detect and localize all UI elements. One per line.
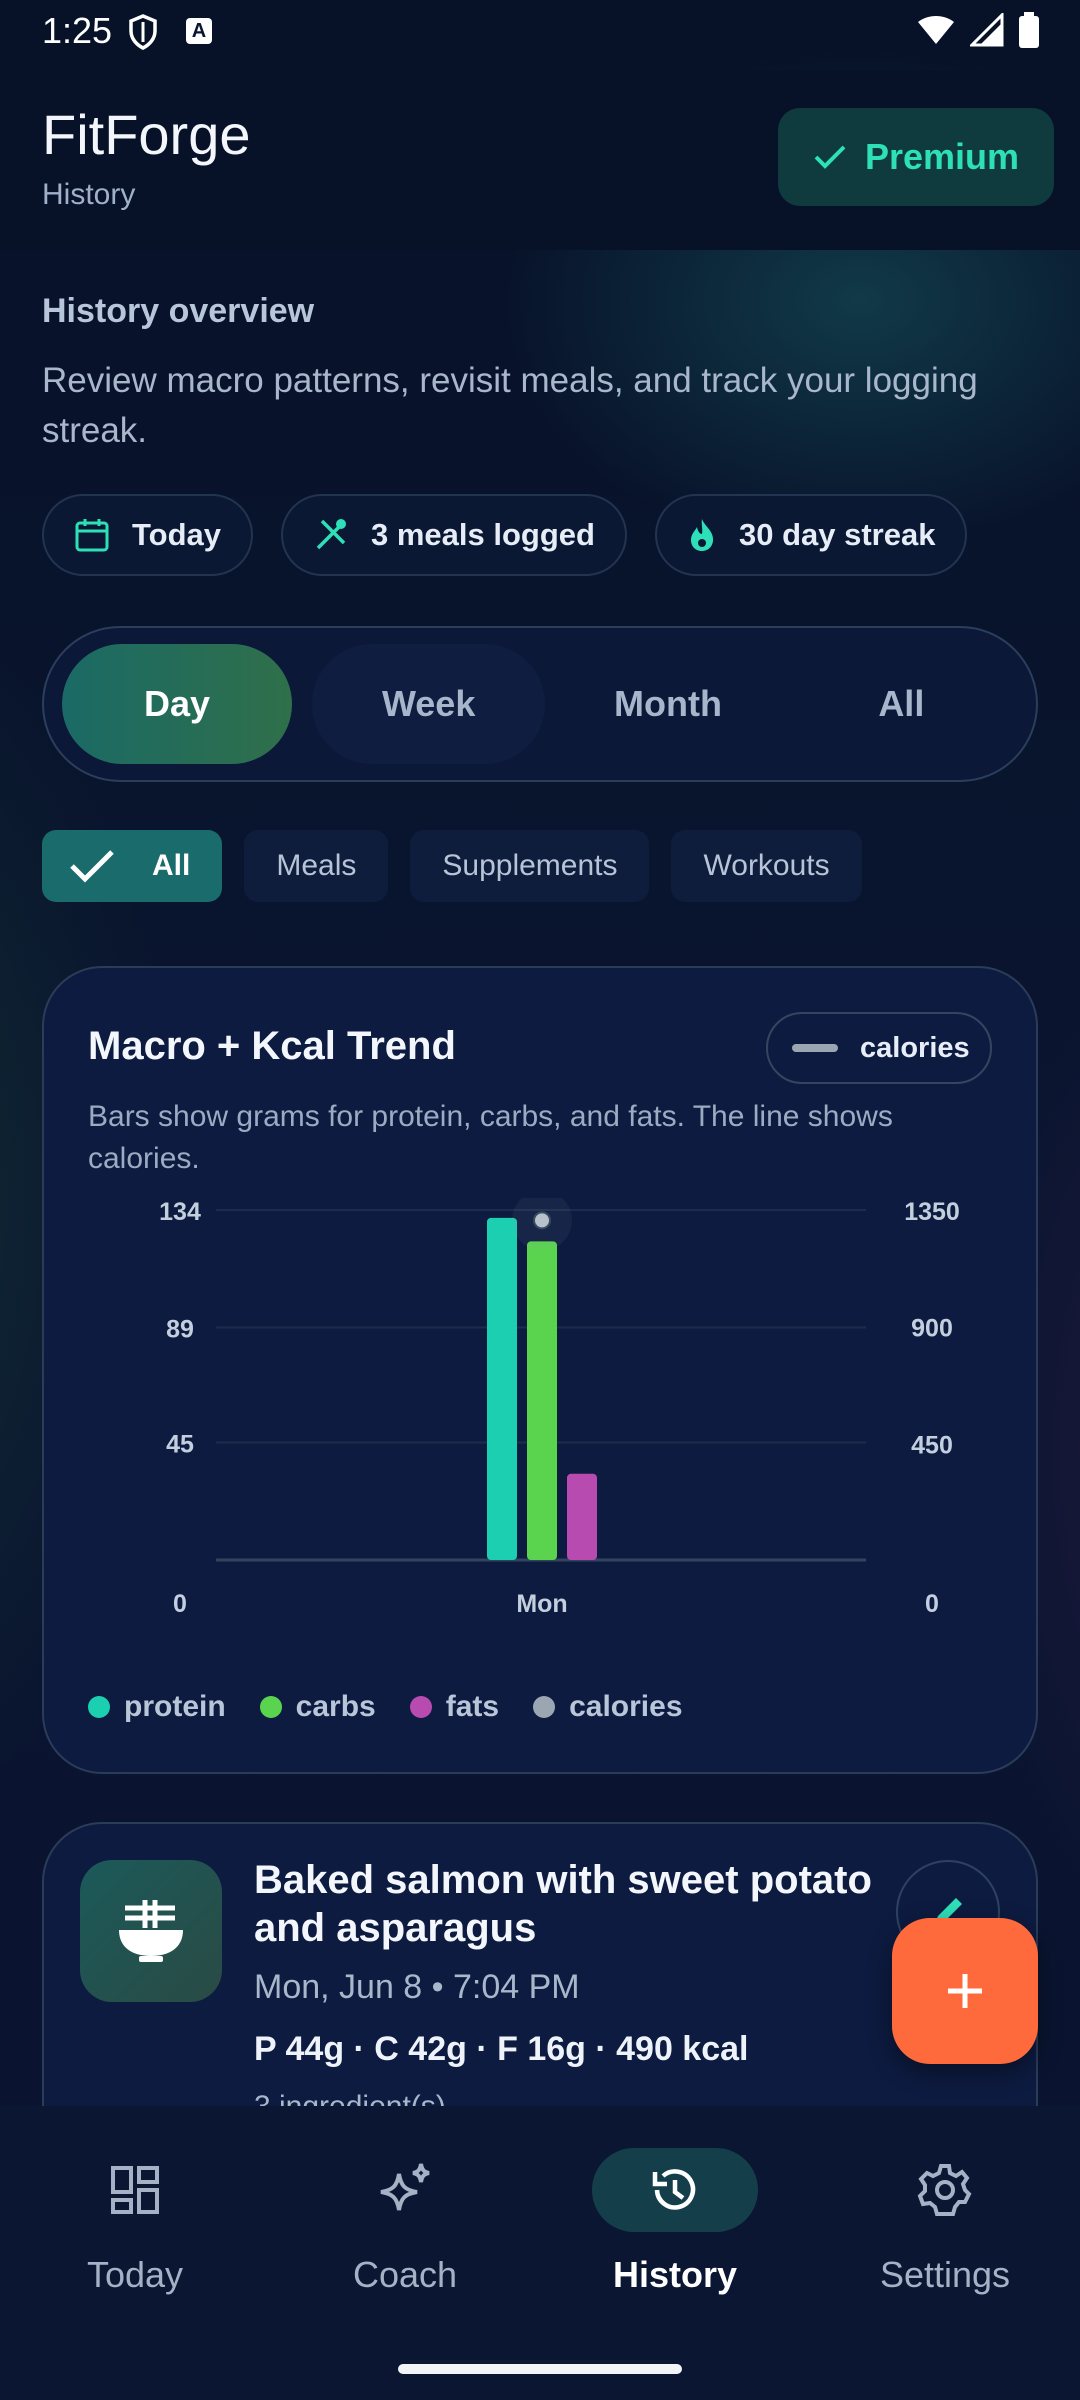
range-segmented-control: Day Week Month All [42, 626, 1038, 782]
y-left-tick-label: 89 [166, 1316, 194, 1344]
plus-icon [948, 1974, 982, 2008]
y-right-tick-label: 1350 [904, 1198, 960, 1226]
tab-day[interactable]: Day [62, 644, 292, 764]
nav-label: Today [86, 2254, 184, 2295]
filter-pills: All Meals Supplements Workouts [42, 830, 862, 902]
y-right-tick-label: 900 [911, 1315, 953, 1343]
nav-history[interactable]: History [540, 2148, 810, 2338]
nav-indicator [322, 2148, 488, 2232]
app-title: FitForge [42, 103, 251, 166]
status-time: 1:25 [42, 10, 113, 51]
calories-toggle-pill[interactable]: calories [766, 1012, 992, 1084]
meal-date: Mon, Jun 8 • 7:04 PM [254, 1968, 580, 2006]
page-subtitle: History [42, 178, 136, 211]
history-icon [652, 2169, 696, 2210]
chip-today[interactable]: Today [42, 494, 253, 576]
nav-indicator [862, 2148, 1028, 2232]
a-badge-icon: A [186, 18, 212, 44]
legend-item-protein: protein [88, 1690, 226, 1724]
meal-title: Baked salmon with sweet potato and aspar… [254, 1858, 872, 1950]
nav-label: History [612, 2254, 738, 2295]
flame-icon [690, 519, 714, 551]
legend-dot [259, 1696, 282, 1718]
filter-all[interactable]: All [42, 830, 223, 902]
nav-settings[interactable]: Settings [810, 2148, 1080, 2338]
bar-carbs [527, 1241, 557, 1560]
bowl-icon [80, 1860, 222, 2002]
utensils-icon [316, 519, 346, 550]
chip-label: 30 day streak [738, 517, 936, 552]
nav-label: Coach [352, 2254, 458, 2295]
filter-workouts[interactable]: Workouts [671, 830, 862, 902]
legend-item-fats: fats [409, 1690, 500, 1724]
status-icons [916, 12, 1040, 48]
tab-month[interactable]: Month [614, 683, 722, 724]
macro-chart: 0 45 89 134 0 450 900 1350 Mon [159, 1198, 960, 1618]
premium-button[interactable]: Premium [778, 108, 1054, 206]
nav-indicator-active [592, 2148, 758, 2232]
y-right-tick-label: 0 [925, 1590, 939, 1618]
overview-title: History overview [42, 292, 315, 330]
chip-streak[interactable]: 30 day streak [654, 494, 968, 576]
nav-label: Settings [879, 2254, 1011, 2295]
check-icon [814, 145, 846, 169]
legend-label: fats [445, 1690, 500, 1723]
legend-label: carbs [295, 1690, 376, 1723]
filter-supplements[interactable]: Supplements [410, 830, 650, 902]
line-dash-icon [792, 1044, 838, 1052]
x-tick-label: Mon [516, 1590, 567, 1618]
macro-trend-card: Macro + Kcal Trend calories Bars show gr… [42, 966, 1038, 1774]
chart-legend: protein carbs fats calories [88, 1690, 683, 1724]
y-left-tick-label: 134 [159, 1198, 201, 1226]
overview-description: Review macro patterns, revisit meals, an… [42, 361, 978, 450]
tab-all[interactable]: All [878, 683, 925, 724]
nav-today[interactable]: Today [0, 2148, 270, 2338]
nav-coach[interactable]: Coach [270, 2148, 540, 2338]
signal-icon [970, 13, 1004, 47]
nav-indicator [52, 2148, 218, 2232]
calories-point [533, 1211, 551, 1230]
app-header: FitForge History Premium [0, 70, 1080, 250]
meal-macros: P 44g · C 42g · F 16g · 490 kcal [254, 2030, 749, 2068]
legend-item-calories: calories [533, 1690, 683, 1724]
sparkle-icon [380, 2163, 430, 2211]
legend-label: calories [569, 1690, 683, 1723]
home-indicator[interactable] [398, 2364, 682, 2374]
y-right-tick-label: 450 [911, 1431, 953, 1459]
legend-pill-label: calories [860, 1031, 970, 1064]
bar-protein [487, 1217, 517, 1560]
chip-meals-logged[interactable]: 3 meals logged [281, 494, 627, 576]
bottom-navigation: Today Coach History Settings [0, 2106, 1080, 2400]
add-entry-fab[interactable] [892, 1918, 1038, 2064]
shield-icon [129, 14, 157, 50]
chip-label: 3 meals logged [371, 517, 595, 552]
status-bar: 1:25 A [0, 0, 1080, 64]
dashboard-icon [111, 2166, 159, 2214]
filter-label: All [152, 849, 191, 882]
legend-dot [88, 1696, 110, 1718]
legend-item-carbs: carbs [259, 1690, 376, 1724]
filter-meals[interactable]: Meals [244, 830, 389, 902]
gear-icon [917, 2164, 972, 2216]
check-icon [70, 850, 114, 883]
legend-dot [533, 1696, 556, 1718]
summary-chips: Today 3 meals logged 30 day streak [42, 494, 968, 576]
legend-label: protein [124, 1690, 226, 1723]
legend-dot [409, 1696, 432, 1718]
battery-icon [1019, 12, 1039, 48]
y-left-tick-label: 0 [173, 1590, 187, 1618]
bar-fats [567, 1473, 597, 1560]
calendar-icon [75, 519, 109, 552]
wifi-icon [918, 16, 954, 44]
y-left-tick-label: 45 [166, 1430, 194, 1458]
chip-label: Today [132, 517, 221, 552]
premium-label: Premium [864, 136, 1020, 177]
tab-week[interactable]: Week [312, 644, 546, 764]
chart-title: Macro + Kcal Trend [88, 1024, 456, 1068]
chart-description: Bars show grams for protein, carbs, and … [88, 1100, 893, 1175]
